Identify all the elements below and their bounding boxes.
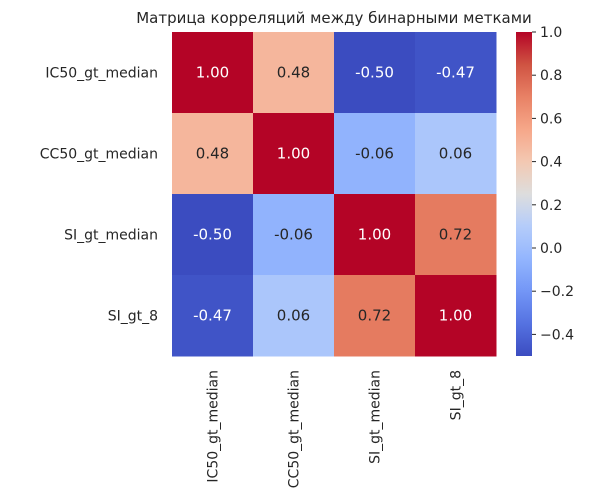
cell-value-label: -0.06 — [355, 145, 394, 163]
row-tick-labels: IC50_gt_median CC50_gt_median SI_gt_median… — [40, 66, 158, 325]
heatmap-cell — [415, 275, 497, 357]
heatmap-cell — [253, 32, 335, 114]
cell-value-label: 0.06 — [439, 145, 472, 163]
heatmap-cell — [334, 275, 416, 357]
heatmap-cell — [334, 32, 416, 114]
cell-value-label: 0.48 — [277, 64, 310, 82]
colorbar-tick-label: −0.4 — [540, 327, 574, 343]
cell-value-label: -0.06 — [274, 226, 313, 244]
colorbar-tick-label: 0.4 — [540, 155, 562, 171]
cell-value-label: -0.50 — [355, 64, 394, 82]
heatmap-cells: 1.00 0.48 -0.50 -0.47 0.48 1.00 -0.06 0.06 -0.50… — [172, 32, 497, 357]
column-tick-label: SI_gt_median — [368, 370, 384, 464]
colorbar-tick-label: −0.2 — [540, 284, 574, 300]
column-tick-label: SI_gt_8 — [449, 370, 465, 420]
heatmap-cell — [172, 32, 254, 114]
column-tick-labels: IC50_gt_median CC50_gt_median SI_gt_median… — [206, 370, 465, 488]
colorbar-tick-label: 0.2 — [540, 198, 562, 214]
colorbar-tick-label: 1.0 — [540, 25, 562, 41]
row-tick-label: IC50_gt_median — [45, 66, 158, 82]
colorbar-tick-label: 0.8 — [540, 68, 562, 84]
column-tick-label: IC50_gt_median — [206, 370, 222, 483]
heatmap-cell — [415, 32, 497, 114]
cell-value-label: -0.50 — [193, 226, 232, 244]
row-tick-label: SI_gt_8 — [108, 309, 158, 325]
cell-value-label: 0.06 — [277, 307, 310, 325]
row-tick-label: SI_gt_median — [64, 228, 158, 244]
heatmap-cell — [172, 275, 254, 357]
heatmap-cell — [253, 194, 335, 276]
colorbar: 1.0 0.8 0.6 0.4 0.2 0.0 −0.2 −0.4 — [516, 25, 574, 356]
cell-value-label: -0.47 — [193, 307, 232, 325]
heatmap-cell — [253, 113, 335, 195]
cell-value-label: 1.00 — [439, 307, 472, 325]
colorbar-tick-label: 0.0 — [540, 241, 562, 257]
heatmap-cell — [334, 194, 416, 276]
chart-title: Матрица корреляций между бинарными метка… — [136, 9, 532, 27]
cell-value-label: 0.48 — [196, 145, 229, 163]
cell-value-label: 1.00 — [358, 226, 391, 244]
cell-value-label: 0.72 — [358, 307, 391, 325]
cell-value-label: 1.00 — [196, 64, 229, 82]
cell-value-label: 1.00 — [277, 145, 310, 163]
heatmap-cell — [172, 113, 254, 195]
column-tick-label: CC50_gt_median — [287, 370, 303, 488]
colorbar-gradient — [516, 32, 532, 356]
heatmap-cell — [415, 194, 497, 276]
heatmap-cell — [334, 113, 416, 195]
row-tick-label: CC50_gt_median — [40, 147, 158, 163]
heatmap-cell — [415, 113, 497, 195]
cell-value-label: -0.47 — [436, 64, 475, 82]
colorbar-tick-label: 0.6 — [540, 111, 562, 127]
cell-value-label: 0.72 — [439, 226, 472, 244]
heatmap-cell — [172, 194, 254, 276]
heatmap-cell — [253, 275, 335, 357]
